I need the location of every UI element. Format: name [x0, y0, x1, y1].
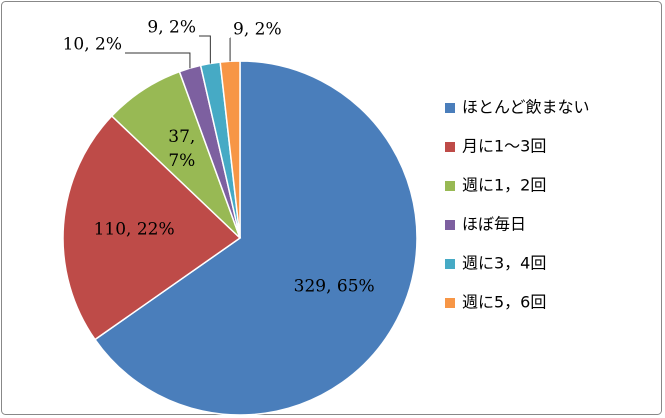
data-label: 9, 2%: [233, 20, 282, 40]
legend-label: ほぼ毎日: [462, 215, 526, 234]
legend-swatch: [445, 142, 455, 152]
pie-slice: [93, 60, 418, 416]
data-label: 37, 7%: [168, 127, 195, 171]
pie-slice: [62, 114, 242, 341]
leader-line: [199, 35, 211, 64]
data-label: 110, 22%: [94, 220, 175, 240]
legend-swatch: [445, 103, 455, 113]
data-label: 329, 65%: [294, 277, 375, 297]
data-label-line: 37,: [168, 127, 195, 147]
legend-label: 週に3，4回: [462, 254, 546, 273]
legend-swatch: [445, 259, 455, 269]
leader-line: [125, 52, 191, 69]
data-label: 9, 2%: [147, 18, 196, 38]
data-label-line: 7%: [168, 151, 195, 171]
legend-swatch: [445, 181, 455, 191]
legend-swatch: [445, 220, 455, 230]
legend-label: 週に5，6回: [462, 293, 546, 312]
legend-label: 週に1，2回: [462, 176, 546, 195]
legend-label: ほとんど飲まない: [462, 98, 590, 117]
legend-label: 月に1～3回: [462, 137, 546, 156]
data-label: 10, 2%: [63, 35, 122, 55]
legend-swatch: [445, 298, 455, 308]
